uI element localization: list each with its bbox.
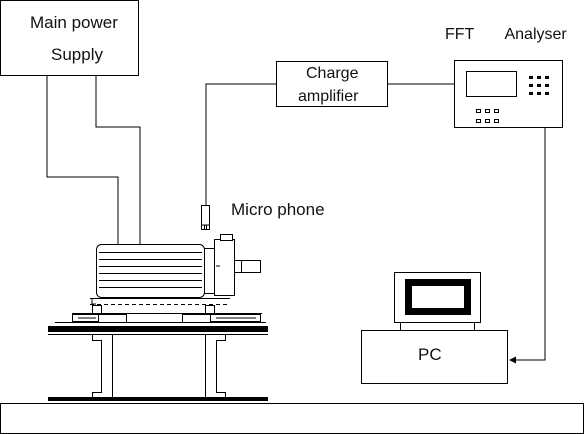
pc-case [361, 330, 508, 384]
pc-monitor-screen [412, 286, 464, 308]
mounting-plates [55, 313, 266, 323]
motor-foot-block-left [92, 305, 102, 314]
electric-motor [90, 234, 261, 314]
fft-key [545, 84, 549, 87]
fft-analyser-unit [454, 60, 563, 128]
motor-shaft [234, 260, 261, 273]
fft-key [537, 76, 541, 79]
charge-amplifier-label-line1: Charge [306, 65, 359, 82]
motor-foot-block-right [205, 305, 215, 314]
power-cable-left [46, 76, 119, 245]
fft-button [494, 119, 499, 123]
personal-computer [361, 272, 508, 384]
power-supply-label-line2: Supply [51, 45, 103, 64]
fft-button [485, 119, 490, 123]
cable-microphone-to-amplifier [205, 83, 276, 205]
test-bed-leg-right [205, 335, 226, 398]
fft-key [529, 84, 533, 87]
test-bed-base-plate [48, 397, 268, 401]
charge-amplifier-box [276, 61, 388, 107]
fft-key [545, 92, 549, 95]
fft-display-screen [466, 71, 517, 97]
motor-bearing-cap [220, 234, 233, 241]
fft-key [529, 92, 533, 95]
cable-analyser-to-pc [513, 128, 546, 361]
pc-label: PC [418, 345, 442, 364]
power-cable-right [95, 76, 141, 245]
power-supply-box [0, 0, 139, 76]
motor-cooling-fins [99, 252, 202, 288]
power-supply-label-line1: Main power [30, 13, 118, 32]
mounting-pad-right [182, 314, 211, 323]
fft-key [529, 76, 533, 79]
fft-analyser-label: FFT Analyser [445, 26, 567, 43]
test-bed-table-top [48, 326, 268, 332]
fft-keypad-grid [529, 76, 549, 95]
microphone-body [201, 205, 210, 230]
mounting-pad-left [98, 314, 127, 323]
floor-ground [0, 403, 584, 434]
fft-button [485, 109, 490, 113]
microphone-sensor [201, 205, 210, 230]
fft-key [537, 84, 541, 87]
motor-end-plate [204, 248, 215, 294]
fft-button [494, 109, 499, 113]
fft-key [545, 76, 549, 79]
mounting-pad-right-outer [210, 314, 261, 322]
charge-amplifier-label-line2: amplifier [298, 88, 359, 105]
pc-monitor-stand [400, 322, 475, 331]
motor-bearing-housing [214, 239, 235, 296]
fft-bottom-buttons [476, 109, 499, 123]
fft-button [476, 119, 481, 123]
test-bed-leg-left [92, 335, 113, 398]
arrow-head-to-pc [509, 356, 516, 364]
microphone-label: Micro phone [231, 200, 325, 219]
fft-key [537, 92, 541, 95]
fft-button [476, 109, 481, 113]
